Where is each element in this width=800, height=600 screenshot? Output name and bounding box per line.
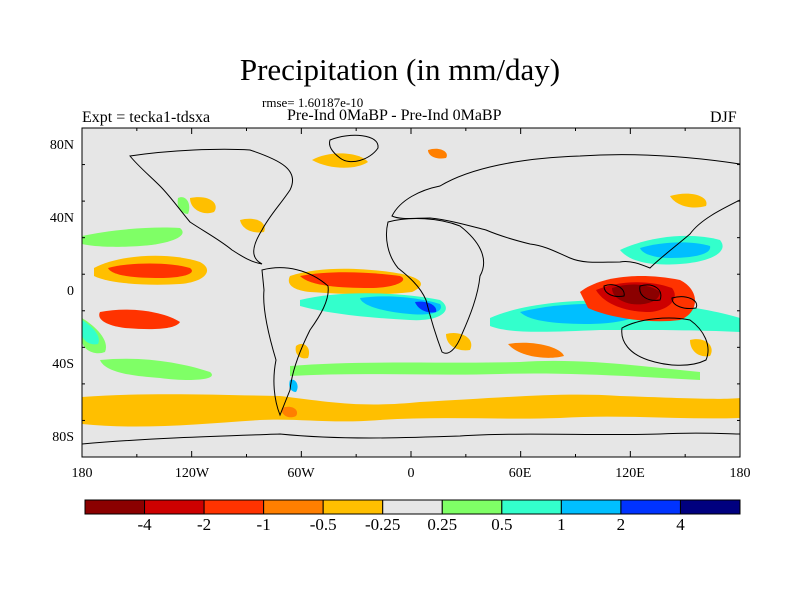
coast-greenland — [329, 134, 379, 163]
colorbar-swatch — [382, 499, 443, 515]
anomaly-region-southern-green — [290, 360, 700, 380]
coast-antarctica — [82, 432, 740, 457]
colorbar-swatch — [322, 499, 384, 515]
x-tick-label-60e: 60E — [508, 466, 532, 481]
colorbar-label: -0.25 — [365, 515, 401, 534]
x-tick-label-120w: 120W — [174, 466, 210, 481]
season-label: DJF — [710, 109, 737, 126]
subtitle-label: Pre-Ind 0MaBP - Pre-Ind 0MaBP — [287, 107, 502, 124]
anomaly-region-sw-indian — [508, 342, 564, 358]
colorbar-swatch — [501, 499, 562, 515]
colorbar-label: 2 — [616, 515, 626, 534]
y-tick-label-80n: 80N — [49, 138, 74, 153]
colorbar-swatch — [620, 499, 681, 515]
anomaly-region-nw-pacific-2 — [312, 153, 368, 168]
colorbar-swatch — [144, 499, 205, 515]
x-tick-label-60w: 60W — [287, 466, 315, 481]
anomaly-region-arctic — [428, 148, 447, 159]
colorbar-swatch — [84, 499, 146, 515]
anomaly-region-south-atlantic-core — [360, 296, 441, 315]
colorbar-swatch — [441, 499, 503, 515]
y-tick-label-40n: 40N — [49, 211, 74, 226]
coast-maritime-islands — [603, 284, 698, 309]
y-tick-label-40s: 40S — [52, 357, 74, 372]
colorbar-swatch — [679, 499, 741, 515]
colorbar-label: -2 — [196, 515, 212, 534]
coast-africa — [385, 218, 485, 354]
colorbar-label: -4 — [137, 515, 152, 534]
colorbar-swatch — [560, 499, 622, 515]
anomaly-region-n-atlantic — [240, 218, 265, 233]
colorbar-label: 4 — [676, 515, 685, 534]
y-tick-label-0: 0 — [67, 284, 74, 299]
anomaly-region-pacific-green — [100, 358, 212, 380]
chart-title: Precipitation (in mm/day) — [239, 52, 561, 87]
coastlines — [82, 134, 740, 457]
colorbar-swatch — [203, 499, 265, 515]
anomaly-region-sw-pacific — [99, 309, 180, 330]
colorbar-swatch — [263, 499, 324, 515]
anomaly-region-south-atlantic-deep — [415, 301, 437, 313]
colorbar-label: 0.5 — [491, 515, 513, 534]
anomaly-region-nw-pacific-orange — [670, 193, 707, 208]
colorbar-label: 1 — [557, 515, 566, 534]
colorbar-label: -1 — [256, 515, 271, 534]
experiment-label: Expt = tecka1-tdsxa — [82, 109, 211, 126]
y-tick-label-80s: 80S — [52, 430, 74, 445]
x-tick-label-180w: 180 — [71, 466, 93, 481]
colorbar — [84, 499, 741, 515]
anomaly-region-southern-ocean — [82, 394, 740, 427]
x-tick-label-0: 0 — [407, 466, 415, 481]
axis-ticks — [81, 127, 741, 458]
anomaly-region-southern-ocean-red — [281, 406, 298, 418]
colorbar-label: 0.25 — [427, 515, 458, 534]
coast-eurasia — [391, 154, 740, 269]
rmse-label: rmse= 1.60187e-10 — [262, 95, 364, 110]
coast-north-america — [129, 148, 293, 265]
anomaly-region-nw-pacific — [190, 197, 216, 214]
precip-anomaly-field — [82, 148, 740, 427]
anomaly-region-central-pacific-core — [108, 263, 192, 278]
x-tick-label-120e: 120E — [615, 466, 645, 481]
anomaly-region-pacific-cyan — [82, 320, 99, 345]
x-tick-label-180e: 180 — [729, 466, 751, 481]
anomaly-region-north-pacific — [82, 227, 183, 247]
coast-south-america — [261, 267, 329, 417]
anomaly-region-west-pacific-core — [640, 242, 711, 258]
anomaly-region-sw-pacific-orange — [690, 339, 712, 357]
colorbar-label: -0.5 — [309, 515, 337, 534]
coast-australia — [621, 317, 709, 366]
